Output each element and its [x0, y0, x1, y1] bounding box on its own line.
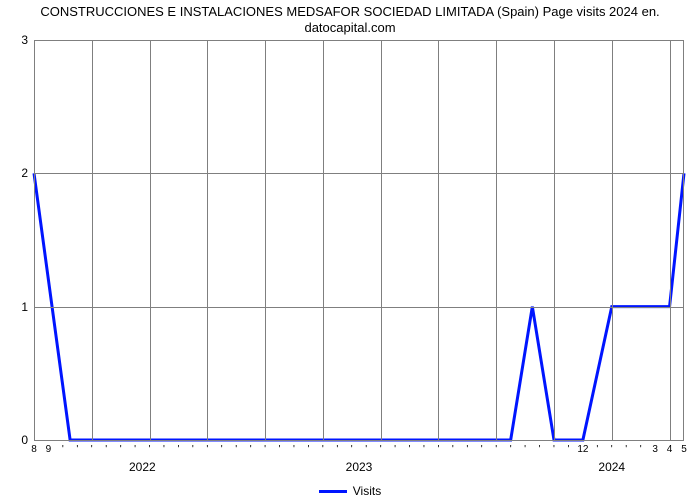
plot-border — [34, 40, 684, 41]
x-year-label: 2024 — [598, 440, 625, 474]
x-minor-tick: ' — [567, 440, 569, 455]
gridline-v — [670, 40, 671, 440]
x-minor-tick: ' — [250, 440, 252, 455]
gridline-v — [496, 40, 497, 440]
gridline-v — [438, 40, 439, 440]
x-minor-tick: ' — [163, 440, 165, 455]
title-line-2: datocapital.com — [304, 20, 395, 35]
gridline-v — [207, 40, 208, 440]
x-minor-label: 9 — [46, 440, 52, 455]
plot-border — [683, 40, 684, 440]
x-minor-tick: ' — [120, 440, 122, 455]
x-minor-tick: ' — [553, 440, 555, 455]
x-minor-tick: ' — [307, 440, 309, 455]
gridline-v — [92, 40, 93, 440]
gridline-v — [34, 40, 35, 440]
x-minor-tick: ' — [640, 440, 642, 455]
x-minor-tick: ' — [62, 440, 64, 455]
x-minor-tick: ' — [279, 440, 281, 455]
x-minor-tick: ' — [380, 440, 382, 455]
x-minor-tick: ' — [322, 440, 324, 455]
x-minor-label: 12 — [577, 440, 588, 455]
x-minor-label: 8 — [31, 440, 37, 455]
gridline-v — [323, 40, 324, 440]
x-minor-label: 5 — [681, 440, 687, 455]
gridline-v — [265, 40, 266, 440]
x-minor-tick: ' — [625, 440, 627, 455]
x-minor-tick: ' — [235, 440, 237, 455]
x-minor-tick: ' — [524, 440, 526, 455]
x-minor-tick: ' — [206, 440, 208, 455]
legend: Visits — [0, 484, 700, 498]
legend-label: Visits — [353, 484, 381, 498]
gridline-v — [381, 40, 382, 440]
x-minor-tick: ' — [423, 440, 425, 455]
y-tick-label: 2 — [21, 166, 34, 180]
x-minor-tick: ' — [177, 440, 179, 455]
x-minor-tick: ' — [91, 440, 93, 455]
gridline-h — [34, 173, 684, 174]
x-minor-tick: ' — [510, 440, 512, 455]
x-minor-tick: ' — [466, 440, 468, 455]
x-minor-tick: ' — [264, 440, 266, 455]
x-minor-tick: ' — [394, 440, 396, 455]
gridline-h — [34, 307, 684, 308]
x-minor-tick: ' — [293, 440, 295, 455]
x-minor-tick: ' — [539, 440, 541, 455]
chart-container: CONSTRUCCIONES E INSTALACIONES MEDSAFOR … — [0, 0, 700, 500]
x-minor-tick: ' — [76, 440, 78, 455]
x-minor-tick: ' — [409, 440, 411, 455]
plot-area: 01238912345'''''''''''''''''''''''''''''… — [34, 40, 684, 440]
x-minor-tick: ' — [221, 440, 223, 455]
x-minor-tick: ' — [336, 440, 338, 455]
y-tick-label: 1 — [21, 300, 34, 314]
chart-title: CONSTRUCCIONES E INSTALACIONES MEDSAFOR … — [0, 4, 700, 36]
gridline-v — [150, 40, 151, 440]
legend-swatch — [319, 490, 347, 493]
x-minor-tick: ' — [481, 440, 483, 455]
gridline-v — [612, 40, 613, 440]
x-minor-label: 4 — [667, 440, 673, 455]
x-minor-label: 3 — [652, 440, 658, 455]
x-minor-tick: ' — [192, 440, 194, 455]
x-minor-tick: ' — [105, 440, 107, 455]
gridline-v — [554, 40, 555, 440]
x-year-label: 2023 — [346, 440, 373, 474]
title-line-1: CONSTRUCCIONES E INSTALACIONES MEDSAFOR … — [40, 4, 659, 19]
x-minor-tick: ' — [452, 440, 454, 455]
visits-line — [34, 40, 684, 440]
y-tick-label: 3 — [21, 33, 34, 47]
x-minor-tick: ' — [437, 440, 439, 455]
x-year-label: 2022 — [129, 440, 156, 474]
x-minor-tick: ' — [495, 440, 497, 455]
